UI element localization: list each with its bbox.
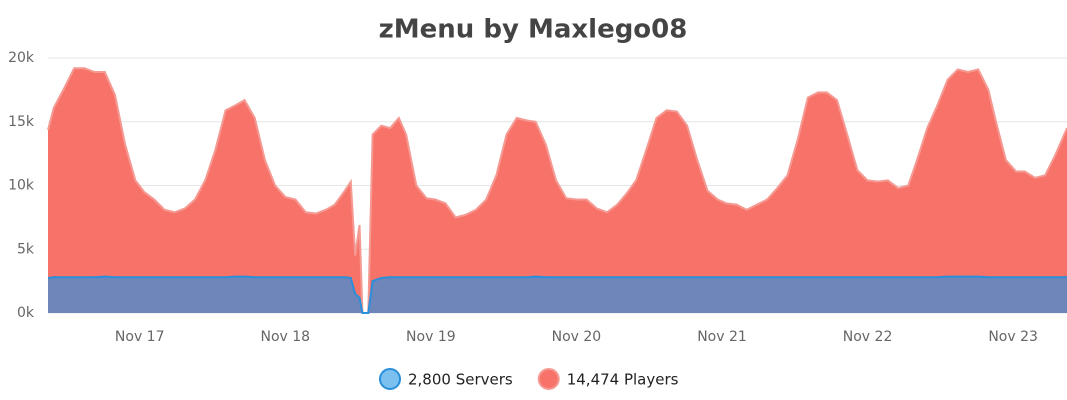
x-tick-label: Nov 23 bbox=[988, 329, 1038, 345]
legend-label: 14,474 Players bbox=[567, 371, 679, 389]
area bbox=[48, 276, 1067, 313]
x-tick-label: Nov 21 bbox=[697, 329, 747, 345]
area-line bbox=[47, 67, 1067, 314]
x-tick-label: Nov 22 bbox=[843, 329, 893, 345]
y-tick-label: 15k bbox=[8, 114, 35, 130]
area-line bbox=[47, 275, 1067, 314]
legend-marker bbox=[537, 368, 560, 390]
y-tick-label: 5k bbox=[17, 241, 35, 257]
legend-marker bbox=[379, 368, 401, 390]
legend-label: 2,800 Servers bbox=[408, 371, 513, 389]
x-tick-label: Nov 17 bbox=[115, 329, 165, 345]
y-tick-label: 10k bbox=[8, 178, 35, 194]
y-tick-label: 0k bbox=[17, 305, 35, 321]
x-tick-label: Nov 18 bbox=[260, 329, 310, 345]
chart-title: zMenu by Maxlego08 bbox=[379, 15, 688, 45]
x-tick-label: Nov 19 bbox=[406, 329, 456, 345]
y-tick-label: 20k bbox=[8, 50, 35, 66]
area bbox=[48, 68, 1067, 313]
x-tick-label: Nov 20 bbox=[552, 329, 602, 345]
